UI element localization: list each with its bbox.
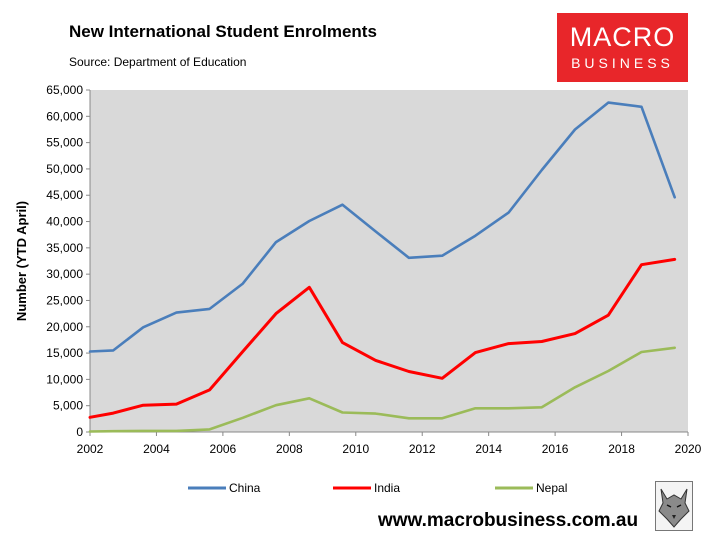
x-tick-label: 2010 — [342, 442, 369, 456]
x-axis-ticks: 2002 2004 2006 2008 2010 2012 2014 2016 2018 2020 — [77, 432, 702, 456]
y-tick-label: 40,000 — [46, 215, 83, 229]
x-tick-label: 2016 — [542, 442, 569, 456]
x-tick-label: 2008 — [276, 442, 303, 456]
series-line-india — [88, 257, 677, 419]
legend-label-china: China — [229, 481, 261, 495]
legend-label-india: India — [374, 481, 400, 495]
x-tick-label: 2018 — [608, 442, 635, 456]
plot-area — [90, 90, 688, 432]
logo-line-1: MACRO — [569, 22, 676, 52]
y-tick-label: 30,000 — [46, 267, 83, 281]
y-tick-label: 50,000 — [46, 162, 83, 176]
series-line-china — [88, 101, 677, 353]
y-tick-label: 45,000 — [46, 188, 83, 202]
y-axis-ticks: 0 5,000 10,000 15,000 20,000 25,000 30,000 35,0… — [46, 83, 90, 439]
macrobusiness-logo[interactable]: MACRO BUSINESS — [557, 13, 688, 82]
x-tick-label: 2004 — [143, 442, 170, 456]
y-tick-label: 25,000 — [46, 293, 83, 307]
x-tick-label: 2012 — [409, 442, 436, 456]
y-tick-label: 5,000 — [53, 399, 83, 413]
y-tick-label: 60,000 — [46, 109, 83, 123]
y-axis-title: Number (YTD April) — [14, 201, 29, 321]
x-tick-label: 2002 — [77, 442, 104, 456]
x-tick-label: 2020 — [675, 442, 702, 456]
legend: China India Nepal — [188, 481, 567, 495]
series-lines — [88, 101, 677, 433]
y-tick-label: 10,000 — [46, 372, 83, 386]
y-tick-label: 0 — [76, 425, 83, 439]
y-tick-label: 65,000 — [46, 83, 83, 97]
x-tick-label: 2014 — [475, 442, 502, 456]
y-tick-label: 35,000 — [46, 241, 83, 255]
x-tick-label: 2006 — [210, 442, 237, 456]
y-tick-label: 20,000 — [46, 320, 83, 334]
legend-label-nepal: Nepal — [536, 481, 567, 495]
y-tick-label: 55,000 — [46, 136, 83, 150]
series-line-nepal — [88, 346, 677, 433]
y-tick-label: 15,000 — [46, 346, 83, 360]
logo-line-2: BUSINESS — [571, 55, 674, 71]
chart-title: New International Student Enrolments — [69, 22, 377, 41]
website-url[interactable]: www.macrobusiness.com.au — [378, 510, 639, 531]
chart-source: Source: Department of Education — [69, 55, 247, 69]
wolf-logo-icon — [655, 481, 693, 531]
